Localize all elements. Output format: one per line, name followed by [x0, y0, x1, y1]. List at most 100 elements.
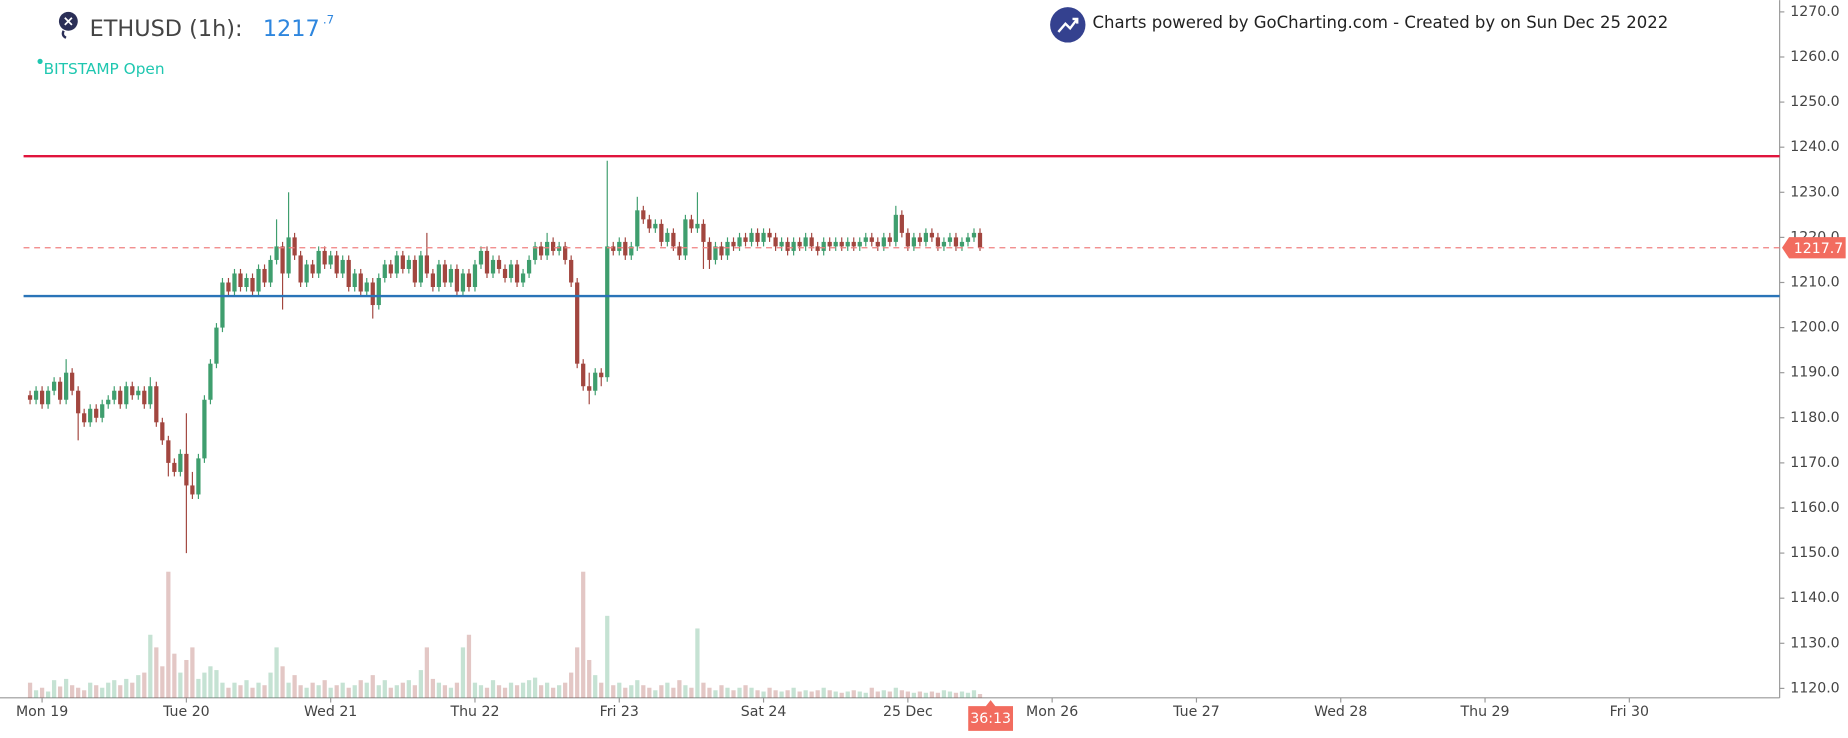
volume-bar — [725, 687, 730, 698]
volume-bar — [538, 685, 544, 698]
volume-bar — [677, 680, 682, 698]
volume-bar — [599, 682, 604, 698]
x-tick-label: Wed 28 — [1314, 704, 1367, 720]
volume-bar — [695, 628, 700, 698]
candle-body — [809, 237, 814, 247]
candle-body — [569, 259, 574, 283]
volume-bar — [508, 682, 514, 698]
volume-bar — [64, 678, 69, 698]
candle-body — [142, 390, 147, 405]
candle-body — [839, 241, 844, 247]
candle-body — [701, 223, 706, 242]
volume-bar — [617, 682, 622, 698]
y-tick-label: 1250.0 — [1790, 94, 1839, 110]
volume-bar — [887, 691, 892, 698]
candle-body — [58, 381, 63, 400]
volume-bar — [707, 687, 712, 698]
candle-body — [623, 241, 628, 256]
volume-bar — [593, 675, 598, 698]
candle-body — [695, 223, 700, 229]
volume-bar — [863, 692, 868, 698]
volume-bar — [490, 680, 496, 698]
attribution: Charts powered by GoCharting.com - Creat… — [1093, 13, 1669, 32]
candle-body — [581, 363, 586, 387]
volume-bar — [202, 672, 207, 698]
volume-bar — [965, 692, 971, 698]
volume-bar — [575, 647, 580, 698]
candle-body — [575, 282, 580, 364]
candle-body — [394, 255, 399, 274]
volume-bar — [869, 687, 874, 698]
header-price-fraction: .7 — [323, 13, 334, 27]
candle-body — [755, 232, 760, 242]
volume-bars — [27, 571, 983, 698]
volume-bar — [767, 687, 772, 698]
candle-body — [611, 246, 616, 251]
volume-bar — [142, 672, 147, 698]
last-price-label: 1217.7 — [1794, 241, 1843, 257]
candle-body — [875, 241, 880, 247]
volume-bar — [611, 685, 616, 698]
candle-body — [178, 453, 183, 472]
volume-bar — [484, 687, 490, 698]
volume-bar — [88, 682, 93, 698]
gocharting-icon — [1050, 7, 1086, 43]
candle-body — [629, 246, 634, 256]
candle-body — [803, 237, 808, 247]
candle-body — [977, 232, 983, 248]
volume-bar — [502, 687, 508, 698]
candle-body — [298, 255, 303, 283]
volume-bar — [761, 691, 766, 698]
logo-icon — [58, 11, 78, 39]
candle-body — [364, 282, 369, 292]
candle-body — [815, 246, 820, 251]
candle-body — [605, 246, 610, 378]
volume-bar — [298, 685, 303, 698]
volume-bar — [917, 691, 923, 698]
volume-bar — [334, 685, 339, 698]
candle-body — [256, 268, 261, 292]
volume-bar — [412, 685, 417, 698]
volume-bar — [839, 692, 844, 698]
volume-bar — [635, 680, 640, 698]
volume-bar — [94, 685, 99, 698]
candle-body — [538, 246, 544, 256]
volume-bar — [346, 687, 351, 698]
candle-body — [262, 268, 267, 283]
volume-bar — [226, 687, 231, 698]
candle-body — [376, 277, 381, 306]
candle-body — [400, 255, 405, 269]
candle-body — [647, 219, 652, 229]
volume-bar — [581, 571, 586, 698]
y-tick-label: 1140.0 — [1790, 590, 1839, 606]
volume-bar — [328, 687, 333, 698]
candle-body — [418, 255, 423, 283]
status-dot — [37, 58, 43, 64]
candle-body — [869, 237, 874, 242]
candle-body — [851, 241, 856, 247]
candle-body — [136, 390, 141, 396]
x-tick-label: Mon 19 — [16, 704, 68, 720]
candle-body — [677, 246, 682, 256]
volume-bar — [100, 687, 105, 698]
volume-bar — [442, 685, 448, 698]
volume-bar — [382, 680, 387, 698]
volume-bar — [496, 685, 502, 698]
candle-body — [442, 264, 448, 283]
x-tick-label: Tue 27 — [1172, 704, 1220, 720]
y-tick-label: 1120.0 — [1790, 680, 1839, 696]
candle-body — [184, 453, 189, 486]
candle-body — [707, 241, 712, 260]
candle-body — [653, 223, 658, 229]
volume-bar — [719, 685, 724, 698]
candle-body — [953, 237, 959, 247]
candle-body — [857, 241, 862, 247]
volume-bar — [827, 690, 832, 698]
candle-body — [340, 259, 345, 274]
volume-bar — [178, 672, 183, 698]
volume-bar — [893, 687, 898, 698]
volume-bar — [448, 687, 454, 698]
candle-body — [70, 372, 75, 391]
candle-body — [532, 246, 538, 260]
volume-bar — [953, 692, 959, 698]
